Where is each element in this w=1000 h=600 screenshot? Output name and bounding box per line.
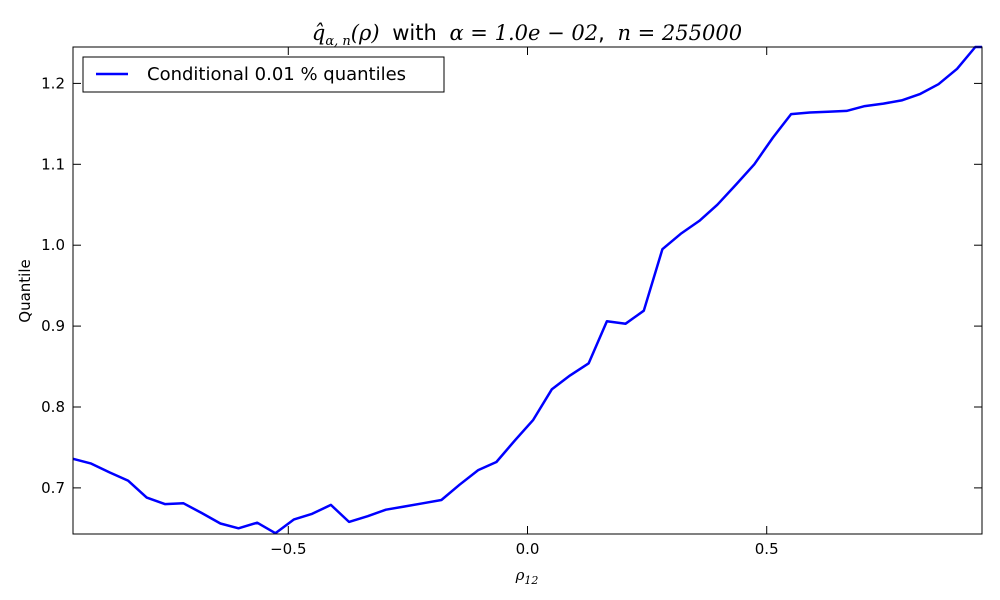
x-tick-label-0: −0.5	[270, 540, 306, 558]
y-tick-label-3: 1.0	[41, 236, 65, 254]
plot-frame	[72, 46, 983, 535]
tick-layer: −0.5 0.0 0.5 0.7 0.8 0.9 1.0 1.1 1.2	[41, 47, 982, 558]
title-rho-arg: (ρ)	[351, 21, 380, 45]
title-q-subscript: α, n	[325, 34, 350, 49]
legend-label: Conditional 0.01 % quantiles	[147, 64, 406, 85]
y-tick-label-0: 0.7	[41, 479, 65, 497]
legend: Conditional 0.01 % quantiles	[82, 56, 445, 93]
title-comma: ,	[598, 21, 605, 45]
y-tick-label-5: 1.2	[41, 74, 65, 92]
title-with: with	[392, 21, 437, 45]
y-tick-label-1: 0.8	[41, 398, 65, 416]
legend-box	[82, 56, 445, 93]
title-q-symbol: q̂	[312, 21, 325, 45]
chart-title: q̂α, n(ρ) with α = 1.0e − 02, n = 255000	[312, 21, 742, 49]
x-axis-label: ρ12	[515, 566, 539, 587]
y-tick-label-4: 1.1	[41, 155, 65, 173]
title-alpha-expr: α = 1.0e − 02	[449, 21, 598, 45]
y-tick-label-2: 0.9	[41, 317, 65, 335]
series-line-0	[72, 45, 982, 535]
series-layer	[72, 45, 982, 535]
x-axis-label-symbol: ρ	[515, 566, 525, 584]
x-tick-label-1: 0.0	[516, 540, 540, 558]
y-axis-label: Quantile	[16, 259, 34, 322]
x-tick-label-2: 0.5	[755, 540, 779, 558]
title-n-expr: n = 255000	[617, 21, 742, 45]
x-axis-label-subscript: 12	[524, 574, 538, 587]
